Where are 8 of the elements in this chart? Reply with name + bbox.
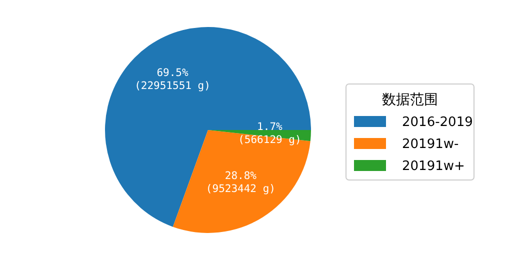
pie-slice — [172, 130, 310, 233]
legend-label: 20191w- — [402, 137, 459, 152]
legend-title: 数据范围 — [382, 92, 438, 108]
legend-label: 20191w+ — [402, 159, 465, 174]
data-label: 69.5% (22951551 g) — [134, 66, 210, 92]
pie-slice — [105, 27, 311, 227]
legend-label: 2016-2019 — [402, 115, 473, 130]
data-label: 28.8% (9523442 g) — [206, 170, 276, 195]
